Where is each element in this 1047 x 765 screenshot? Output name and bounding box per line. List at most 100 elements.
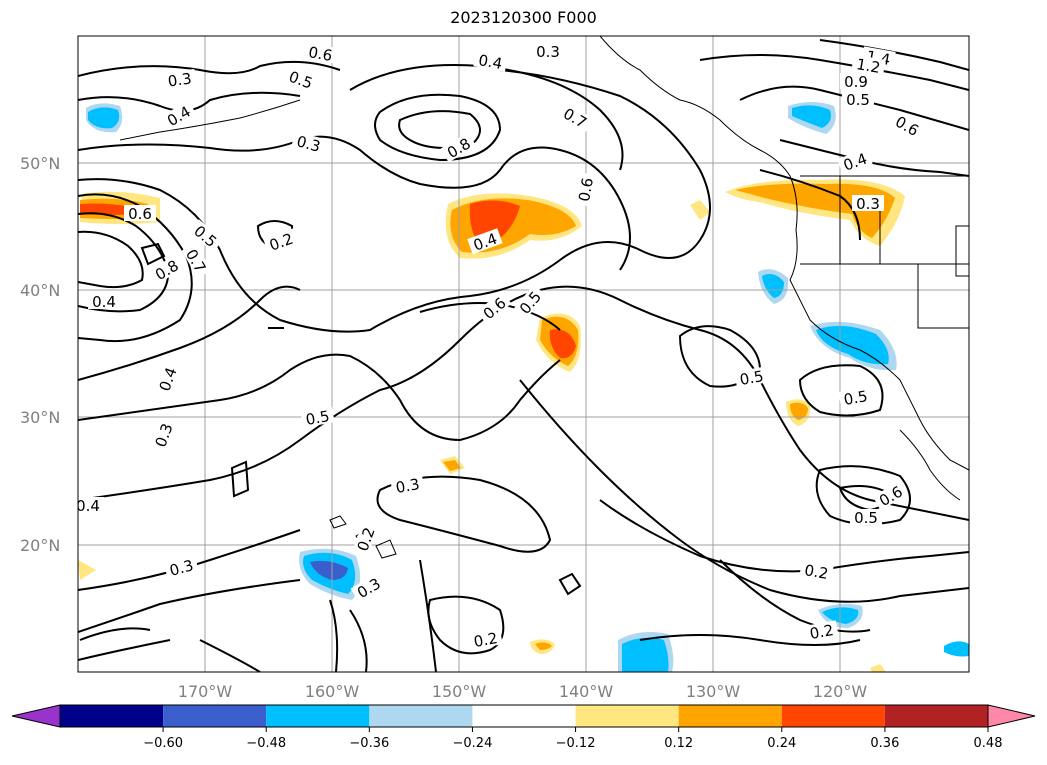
contour-label: 0.5 (738, 367, 765, 389)
colorbar-tick-label: 0.48 (974, 736, 1003, 751)
colorbar-tick-label: −0.60 (143, 736, 183, 751)
contour-label-bg (852, 195, 884, 211)
colorbar-tick-label: 0.12 (664, 736, 693, 751)
colorbar-tick-label: −0.36 (349, 736, 389, 751)
contour-label: 0.5 (846, 91, 870, 109)
contour-label: 0.5 (304, 407, 331, 429)
contour-label: 0.3 (167, 69, 193, 90)
contour-label-bg (390, 474, 425, 496)
contour-label-bg (513, 284, 547, 320)
map-frame (77, 35, 970, 673)
colorbar-segment (60, 705, 164, 727)
contour-label-bg (440, 132, 477, 163)
lat-label-40: 40°N (20, 281, 60, 300)
contour-label: 0.2 (472, 629, 499, 651)
contour-label-bg (352, 521, 379, 557)
contour-label-bg (150, 417, 177, 453)
colorbar-segment (472, 705, 576, 727)
contour-label-bg (532, 43, 564, 59)
contour-label-bg (78, 497, 104, 513)
contour-label: 0.4 (477, 51, 504, 73)
contour-label: 0.6 (128, 205, 152, 223)
gridlines (78, 36, 969, 672)
contour-label-bg (300, 406, 335, 428)
contour-label-bg (263, 228, 299, 255)
lat-labels: 50°N 40°N 30°N 20°N (20, 154, 60, 555)
contour-label-bg (163, 555, 199, 579)
contour-label: 0.5 (842, 387, 869, 409)
contour-label: 0.4 (76, 497, 100, 515)
contour-label-bg (804, 620, 839, 642)
contour-label: 0.4 (92, 293, 116, 311)
lon-label-160w: 160°W (305, 682, 360, 701)
lat-label-50: 50°N (20, 154, 60, 173)
contour-label: 0.3 (295, 132, 323, 156)
contour-label-bg (473, 50, 508, 72)
contour-label: 0.9 (844, 73, 868, 91)
contour-label: 0.6 (575, 176, 597, 203)
colorbar-extend-high (987, 704, 1036, 728)
lon-label-150w: 150°W (432, 682, 487, 701)
contour-label-bg (181, 242, 212, 279)
contour-label-bg (799, 560, 834, 582)
contour-label-bg (872, 480, 909, 511)
contour-label-bg (476, 291, 512, 325)
colorbar-tick-label: −0.12 (556, 736, 596, 751)
colorbar-tick-label: −0.48 (246, 736, 286, 751)
contour-label: 0.2 (808, 621, 835, 643)
contour-label-bg (842, 91, 874, 107)
contour-label-bg (889, 110, 926, 141)
map-panel: 0.30.40.50.60.30.4 0.30.80.70.60.40.20.60… (76, 36, 969, 672)
contour-label: 0.2 (803, 561, 830, 583)
contour-label-bg (188, 219, 224, 253)
lon-label-130w: 130°W (686, 682, 741, 701)
map-title: 2023120300 F000 (450, 8, 597, 27)
colorbar: −0.60 −0.48 −0.36 −0.24 −0.12 0.12 0.24 0.36 0.4… (11, 704, 1036, 751)
lon-label-120w: 120°W (813, 682, 868, 701)
colorbar-tick-label: 0.24 (767, 736, 796, 751)
contour-label-bg (283, 66, 319, 93)
colorbar-segment (369, 705, 473, 727)
colorbar-tick-label: −0.24 (453, 736, 493, 751)
colorbar-tick-label: 0.36 (870, 736, 899, 751)
fill-patches (78, 102, 969, 672)
contour-label-bg (557, 102, 594, 133)
contour-label-bg (88, 293, 120, 309)
contour-label-bg (850, 509, 882, 525)
contour-label-bg (851, 54, 886, 76)
colorbar-segment (266, 705, 370, 727)
contour-label: 1.2 (855, 55, 882, 77)
contour-label-bg (574, 172, 596, 207)
lon-label-170w: 170°W (178, 682, 233, 701)
coastlines (119, 36, 969, 559)
contour-label-bg (124, 205, 156, 221)
contour-label: 0.5 (854, 509, 878, 527)
contour-label-bg (148, 254, 185, 285)
contour-label-bg (837, 148, 873, 175)
contour-label: 0.6 (307, 43, 334, 65)
colorbar-segment (163, 705, 267, 727)
contour-label-bg (350, 572, 387, 603)
colorbar-extend-low (11, 704, 61, 728)
colorbar-segment (575, 705, 679, 727)
contour-label-bg (160, 100, 197, 131)
contour-label-bg (154, 361, 181, 397)
colorbar-outline (59, 704, 989, 728)
contour-label-bg (734, 366, 769, 388)
contour-label-bg (303, 42, 338, 64)
contour-label-bg (162, 68, 197, 90)
contour-label: 0.3 (536, 43, 560, 61)
colorbar-segment (781, 705, 885, 727)
contour-label: 0.3 (394, 475, 421, 497)
lon-label-140w: 140°W (559, 682, 614, 701)
contour-label-bg (838, 386, 873, 408)
lon-labels: 170°W 160°W 150°W 140°W 130°W 120°W (178, 682, 868, 701)
contour-label: 0.3 (168, 556, 196, 580)
contour-label-bg (467, 228, 503, 255)
lat-label-30: 30°N (20, 408, 60, 427)
contour-label-bg (840, 73, 872, 89)
colorbar-segment (678, 705, 782, 727)
lat-label-20: 20°N (20, 536, 60, 555)
colorbar-segment (884, 705, 988, 727)
